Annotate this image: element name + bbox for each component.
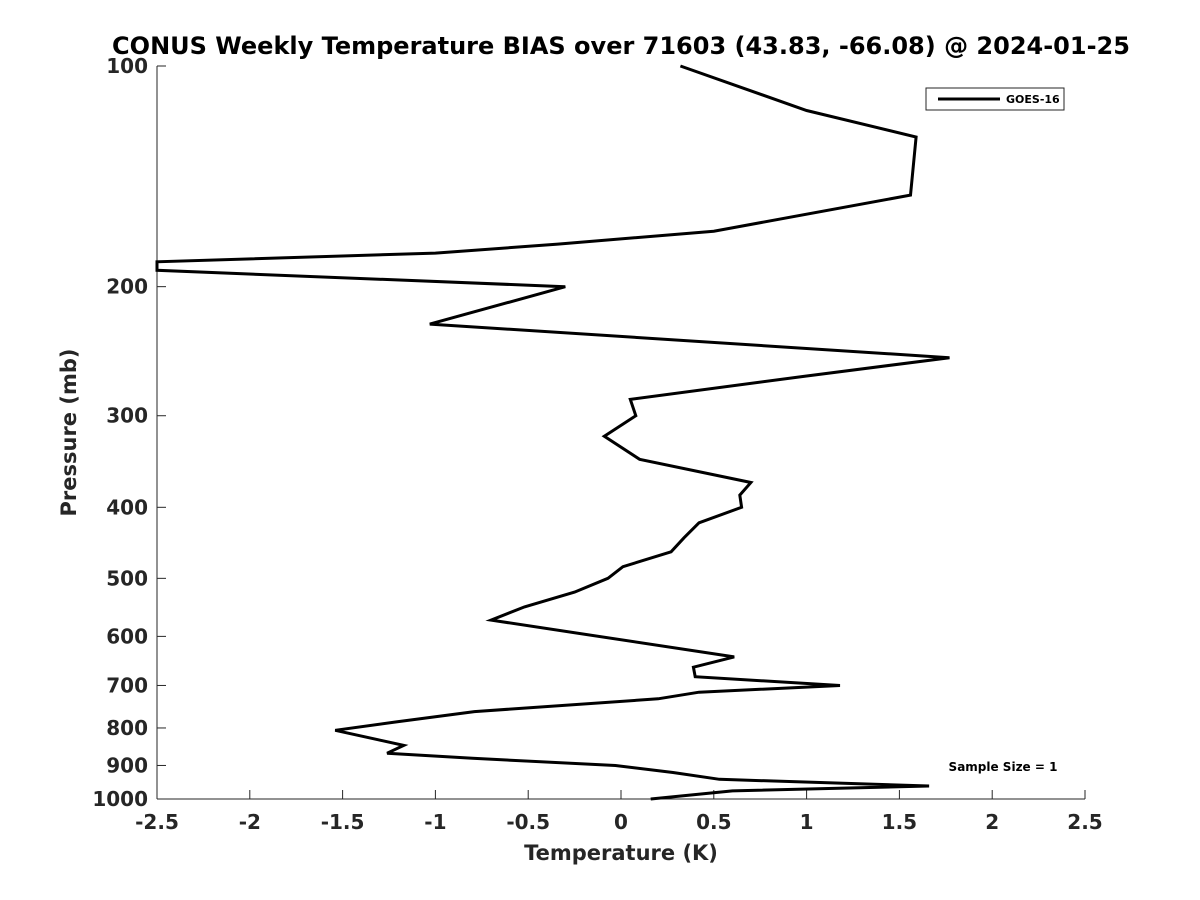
x-axis-ticks: -2.5 -2 -1.5 -1 -0.5 0 0.5 1 1.5 2 2.5 <box>135 790 1103 834</box>
y-tick-label: 500 <box>106 566 148 590</box>
legend: GOES-16 <box>925 87 1065 111</box>
y-axis-label: Pressure (mb) <box>57 349 81 517</box>
y-tick-label: 1000 <box>92 787 148 811</box>
x-tick-label: 0 <box>614 810 628 834</box>
plot-area <box>156 66 1085 800</box>
y-tick-label: 700 <box>106 673 148 697</box>
y-tick-label: 200 <box>106 275 148 299</box>
x-axis-label: Temperature (K) <box>524 841 718 865</box>
sample-size-annotation: Sample Size = 1 <box>949 760 1058 774</box>
y-tick-label: 900 <box>106 753 148 777</box>
chart-title: CONUS Weekly Temperature BIAS over 71603… <box>112 32 1130 60</box>
x-tick-label: -2 <box>239 810 261 834</box>
y-tick-label: 300 <box>106 404 148 428</box>
legend-label-goes-16: GOES-16 <box>1006 93 1060 106</box>
x-tick-label: -0.5 <box>506 810 550 834</box>
y-tick-label: 800 <box>106 716 148 740</box>
series-line-goes-16 <box>155 64 950 801</box>
x-tick-label: 2.5 <box>1067 810 1102 834</box>
x-tick-label: 0.5 <box>696 810 731 834</box>
y-tick-label: 600 <box>106 624 148 648</box>
x-tick-label: 1 <box>800 810 814 834</box>
x-tick-label: 1.5 <box>882 810 917 834</box>
x-tick-label: -1 <box>424 810 446 834</box>
y-axis-ticks: 100 200 300 400 500 600 700 800 900 1000 <box>92 54 166 811</box>
y-tick-label: 100 <box>106 54 148 78</box>
y-tick-label: 400 <box>106 495 148 519</box>
x-tick-label: -2.5 <box>135 810 179 834</box>
x-tick-label: -1.5 <box>321 810 365 834</box>
x-tick-label: 2 <box>985 810 999 834</box>
